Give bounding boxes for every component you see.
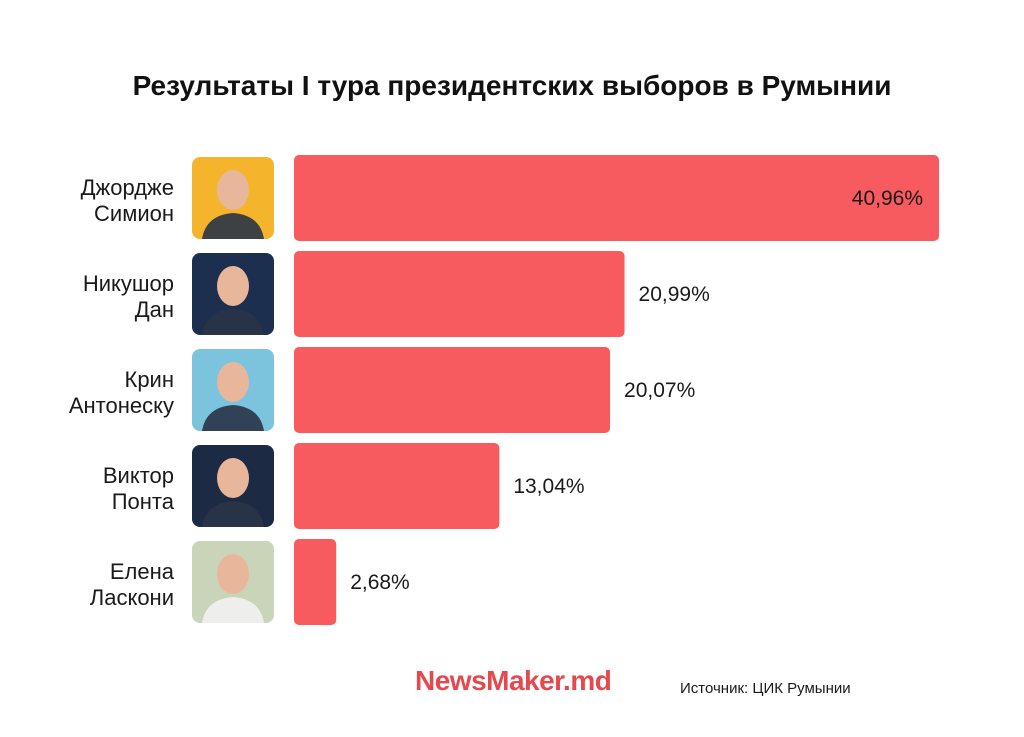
bar-value-label: 13,04% [513,475,584,498]
newsmaker-logo: NewsMaker.md [415,665,612,696]
bar-value-label: 20,99% [639,283,710,306]
source-note: Источник: ЦИК Румынии [680,680,851,697]
bar [294,347,611,433]
bar [294,539,337,625]
photo-shoulders [202,501,264,527]
bar [294,443,500,529]
photo-face [217,554,249,594]
candidate-name: Джордже Симион [81,175,174,226]
candidate-name: Виктор Понта [103,463,175,514]
photo-shoulders [202,405,264,431]
bar-value-label: 2,68% [350,571,410,594]
photo-shoulders [202,213,264,239]
photo-shoulders [202,597,264,623]
photo-face [217,170,249,210]
candidate-name: Елена Ласкони [90,559,175,610]
bar-value-label: 20,07% [624,379,695,402]
bar-value-label: 40,96% [852,187,923,210]
bar [294,251,625,337]
bar [294,155,939,241]
photo-face [217,266,249,306]
chart-title: Результаты I тура президентских выборов … [132,70,892,101]
photo-face [217,458,249,498]
photo-face [217,362,249,402]
candidate-name: Крин Антонеску [69,367,174,418]
photo-shoulders [202,309,264,335]
candidate-name: Никушор Дан [83,271,174,322]
